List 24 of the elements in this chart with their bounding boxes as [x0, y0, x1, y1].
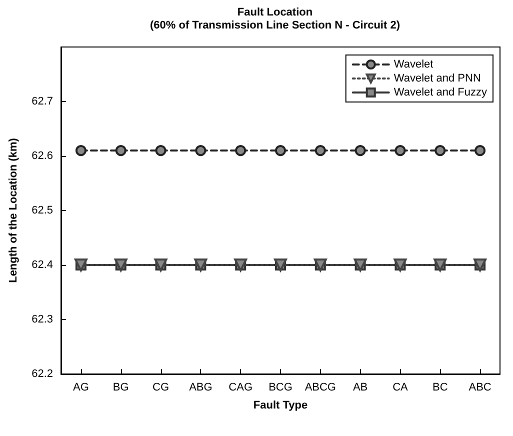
y-tick-label: 62.3	[32, 314, 53, 326]
x-tick-label: ABCG	[304, 382, 336, 394]
x-tick-label: BCG	[268, 382, 292, 394]
chart-subtitle: (60% of Transmission Line Section N - Circuit 2)	[150, 20, 400, 32]
x-tick-label: AG	[73, 382, 89, 394]
x-tick-label: CAG	[228, 382, 253, 394]
x-tick-label: BC	[432, 382, 448, 394]
chart-title: Fault Location	[237, 6, 313, 18]
y-axis-title: Length of the Location (km)	[8, 138, 20, 283]
y-tick-label: 62.2	[32, 368, 53, 380]
legend-label: Wavelet and PNN	[394, 72, 481, 84]
x-tick-label: CA	[392, 382, 409, 394]
y-tick-label: 62.7	[32, 96, 53, 108]
x-tick-label: CG	[152, 382, 170, 394]
legend-label: Wavelet	[394, 58, 434, 70]
x-tick-label: AB	[352, 382, 368, 394]
x-tick-label: ABG	[189, 382, 212, 394]
y-tick-label: 62.6	[32, 150, 53, 162]
x-axis-title: Fault Type	[253, 400, 308, 412]
x-tick-label: BG	[112, 382, 129, 394]
legend-label: Wavelet and Fuzzy	[394, 86, 488, 98]
y-tick-label: 62.5	[32, 204, 53, 216]
y-tick-label: 62.4	[32, 259, 53, 271]
x-tick-label: ABC	[468, 382, 492, 394]
